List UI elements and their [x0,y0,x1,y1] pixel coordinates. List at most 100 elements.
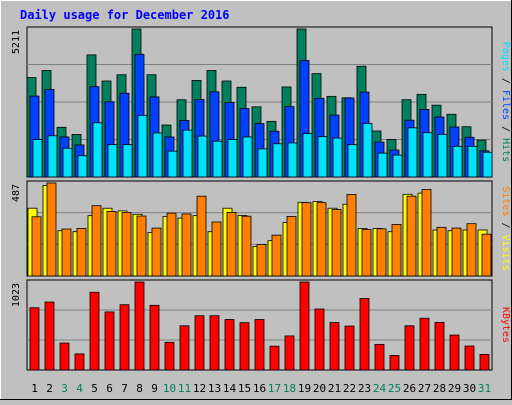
day-label-4: 4 [76,382,83,395]
day-label-14: 14 [223,382,237,395]
bar-kbytes-day-2 [44,301,55,371]
panel-hits-files-pages: 5211 Pages / Files / Hits [11,26,511,178]
bar-sites-day-22 [346,194,357,277]
day-label-9: 9 [151,382,158,395]
y-max-label-kbytes: 1023 [11,283,22,307]
bar-pages-day-17 [272,143,283,178]
bar-sites-day-31 [481,233,492,277]
day-label-23: 23 [358,382,371,395]
bar-sites-day-18 [286,216,297,277]
legend-kbytes: KBytes [500,307,511,343]
bar-pages-day-26 [407,127,418,178]
day-label-2: 2 [46,382,53,395]
chart-title: Daily usage for December 2016 [20,8,230,22]
bar-pages-day-14 [227,139,238,178]
bar-kbytes-day-23 [359,298,370,371]
bar-pages-day-31 [482,151,493,178]
bar-kbytes-day-26 [404,325,415,371]
day-label-22: 22 [343,382,356,395]
bar-sites-day-26 [406,195,417,277]
bar-sites-day-25 [391,224,402,277]
bar-sites-day-14 [226,212,237,277]
y-max-label-sites-visits: 487 [11,184,22,202]
y-max-label-hits-files-pages: 5211 [11,30,22,54]
bar-sites-day-17 [271,234,282,277]
bar-pages-day-10 [167,150,178,178]
bar-sites-day-16 [256,244,267,277]
bar-kbytes-day-4 [74,353,85,371]
bar-sites-day-5 [91,205,102,277]
bar-pages-day-12 [197,135,208,178]
legend-part: Visits [500,235,511,271]
bar-kbytes-day-22 [344,325,355,371]
day-label-30: 30 [463,382,476,395]
bar-pages-day-2 [47,135,58,178]
bar-kbytes-day-24 [374,343,385,371]
legend-part: Sites [500,186,511,216]
bar-pages-day-24 [377,152,388,178]
bar-sites-day-3 [61,228,72,277]
bar-sites-day-21 [331,209,342,277]
bar-pages-day-7 [122,144,133,178]
day-label-5: 5 [91,382,98,395]
bar-sites-day-30 [466,223,477,277]
bar-kbytes-day-15 [239,322,250,371]
bar-pages-day-23 [362,123,373,178]
bar-kbytes-day-8 [134,281,145,371]
day-label-28: 28 [433,382,446,395]
bar-kbytes-day-31 [479,354,490,371]
bar-kbytes-day-1 [29,307,40,371]
bar-sites-day-2 [46,182,57,277]
bar-pages-day-29 [452,145,463,178]
bar-kbytes-day-10 [164,341,175,371]
bar-sites-day-11 [181,213,192,277]
bar-kbytes-day-13 [209,315,220,371]
bar-kbytes-day-16 [254,319,265,371]
bar-pages-day-25 [392,154,403,178]
bar-pages-day-28 [437,133,448,178]
day-label-6: 6 [106,382,113,395]
bar-pages-day-3 [62,147,73,178]
legend-part: / [500,120,511,138]
bar-pages-day-30 [467,145,478,178]
bar-sites-day-20 [316,202,327,277]
day-label-12: 12 [193,382,206,395]
bar-kbytes-day-18 [284,335,295,371]
legend-hits-files-pages: Pages / Files / Hits [500,42,511,162]
day-label-13: 13 [208,382,221,395]
bar-pages-day-8 [137,114,148,178]
day-label-7: 7 [121,382,128,395]
day-label-18: 18 [283,382,296,395]
legend-part: KBytes [500,307,511,343]
day-label-19: 19 [298,382,311,395]
bar-kbytes-day-3 [59,342,70,371]
day-label-29: 29 [448,382,461,395]
day-label-26: 26 [403,382,416,395]
bar-kbytes-day-29 [449,334,460,371]
bar-kbytes-day-28 [434,321,445,371]
day-label-20: 20 [313,382,326,395]
day-label-21: 21 [328,382,341,395]
bar-pages-day-9 [152,132,163,178]
bar-pages-day-4 [77,155,88,178]
bar-sites-day-23 [361,229,372,277]
bar-kbytes-day-30 [464,345,475,371]
day-label-17: 17 [268,382,281,395]
legend-part: Pages [500,42,511,72]
bar-pages-day-11 [182,129,193,178]
bar-kbytes-day-7 [119,304,130,371]
bar-pages-day-15 [242,136,253,178]
bar-kbytes-day-17 [269,345,280,371]
bar-kbytes-day-21 [329,322,340,371]
bar-pages-day-21 [332,137,343,178]
bar-kbytes-day-19 [299,281,310,371]
bar-pages-day-22 [347,144,358,178]
bar-pages-day-6 [107,144,118,178]
bar-kbytes-day-9 [149,304,160,371]
bar-pages-day-16 [257,148,268,178]
bar-sites-day-19 [301,202,312,277]
day-label-3: 3 [61,382,68,395]
bar-sites-day-10 [166,212,177,277]
